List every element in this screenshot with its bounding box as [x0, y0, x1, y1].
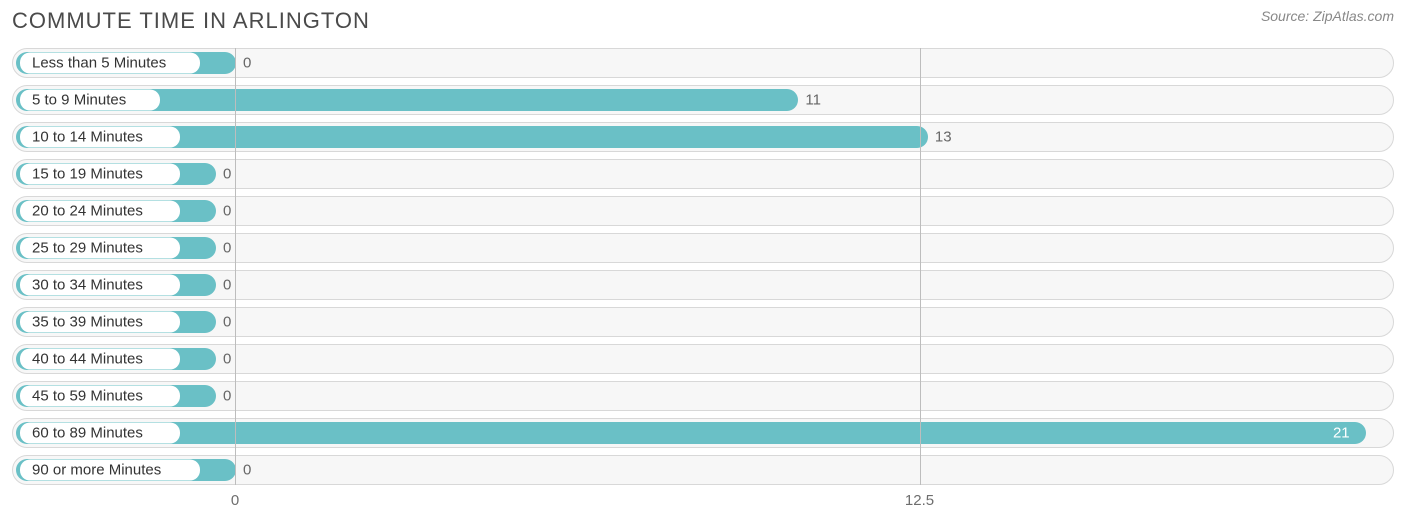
bar-row: 90 or more Minutes 0 [12, 455, 1394, 485]
category-label: 5 to 9 Minutes [20, 90, 160, 111]
x-axis: 012.525 [12, 492, 1394, 522]
category-label: 20 to 24 Minutes [20, 201, 180, 222]
category-label: 45 to 59 Minutes [20, 386, 180, 407]
rows-area: Less than 5 Minutes 0 5 to 9 Minutes 11 10 t… [12, 48, 1394, 485]
category-label: 25 to 29 Minutes [20, 238, 180, 259]
value-label: 0 [243, 55, 251, 72]
value-label: 0 [223, 203, 231, 220]
value-label: 21 [1333, 425, 1350, 442]
value-label: 0 [243, 462, 251, 479]
commute-time-chart: Less than 5 Minutes 0 5 to 9 Minutes 11 10 t… [12, 48, 1394, 522]
gridline [235, 48, 236, 485]
x-tick-label: 12.5 [905, 492, 934, 509]
value-label: 0 [223, 166, 231, 183]
category-label: 35 to 39 Minutes [20, 312, 180, 333]
value-label: 11 [805, 92, 821, 109]
category-label: 15 to 19 Minutes [20, 164, 180, 185]
bar-fill [16, 422, 1366, 444]
bar-row: 5 to 9 Minutes 11 [12, 85, 1394, 115]
source-attribution: Source: ZipAtlas.com [1261, 8, 1394, 24]
bar-row: 40 to 44 Minutes 0 [12, 344, 1394, 374]
bar-row: 10 to 14 Minutes 13 [12, 122, 1394, 152]
category-label: Less than 5 Minutes [20, 53, 200, 74]
bar-row: 15 to 19 Minutes 0 [12, 159, 1394, 189]
bar-row: 25 to 29 Minutes 0 [12, 233, 1394, 263]
bar-row: 20 to 24 Minutes 0 [12, 196, 1394, 226]
category-label: 40 to 44 Minutes [20, 349, 180, 370]
x-tick-label: 0 [231, 492, 239, 509]
bar-row: Less than 5 Minutes 0 [12, 48, 1394, 78]
bar-row: 35 to 39 Minutes 0 [12, 307, 1394, 337]
category-label: 10 to 14 Minutes [20, 127, 180, 148]
bar-row: 30 to 34 Minutes 0 [12, 270, 1394, 300]
value-label: 0 [223, 314, 231, 331]
category-label: 30 to 34 Minutes [20, 275, 180, 296]
category-label: 90 or more Minutes [20, 460, 200, 481]
value-label: 13 [935, 129, 952, 146]
value-label: 0 [223, 277, 231, 294]
chart-title: COMMUTE TIME IN ARLINGTON [12, 8, 370, 34]
bar-row: 45 to 59 Minutes 0 [12, 381, 1394, 411]
gridline [920, 48, 921, 485]
value-label: 0 [223, 351, 231, 368]
value-label: 0 [223, 240, 231, 257]
value-label: 0 [223, 388, 231, 405]
bar-row: 60 to 89 Minutes 21 [12, 418, 1394, 448]
category-label: 60 to 89 Minutes [20, 423, 180, 444]
